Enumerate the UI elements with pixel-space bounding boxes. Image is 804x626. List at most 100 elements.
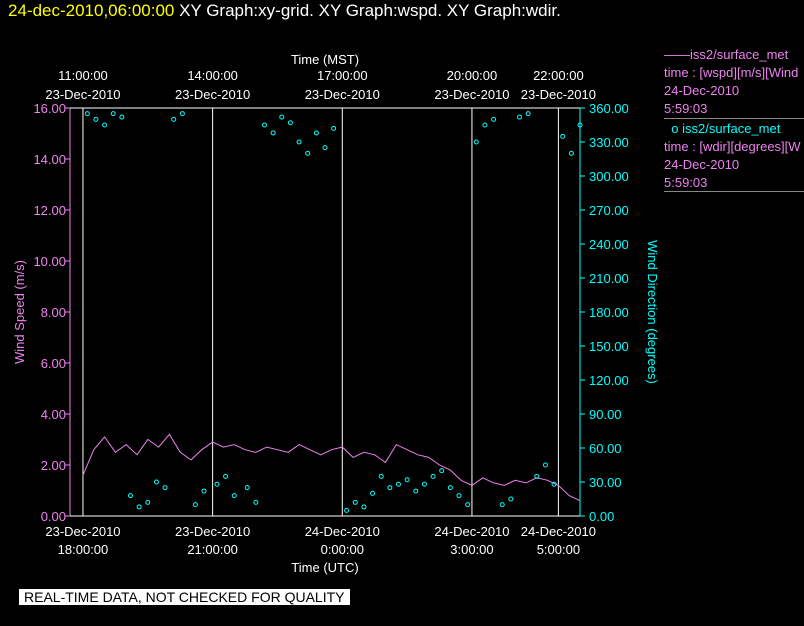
y-left-tick-0: 0.00 [41,509,66,524]
x-tick-top-time-2: 17:00:00 [317,68,368,83]
wind-dir-point-0 [84,111,90,117]
wind-dir-point-54 [568,150,574,156]
y-right-tick-2: 60.00 [589,441,622,456]
wind-dir-point-49 [525,111,531,117]
wind-dir-point-12 [192,502,198,508]
y-left-tick-3: 6.00 [41,356,66,371]
y-right-tick-0: 0.00 [589,509,614,524]
y-axis-label-right: Wind Direction (degrees) [645,240,660,384]
wind-dir-point-14 [214,481,220,487]
x-tick-top-time-1: 14:00:00 [187,68,238,83]
wind-dir-point-24 [305,150,311,156]
wind-dir-point-3 [110,111,116,117]
wind-dir-point-8 [153,479,159,485]
wind-dir-point-55 [577,122,583,128]
legend-dir-name: iss2/surface_met [682,121,781,136]
wind-dir-point-9 [162,485,168,491]
y-axis-label-left: Wind Speed (m/s) [12,260,27,364]
x-tick-top-time-0: 11:00:00 [58,68,108,83]
wind-dir-point-28 [344,507,350,513]
legend-direction: o iss2/surface_met time : [wdir][degrees… [664,120,804,192]
wind-dir-point-32 [378,473,384,479]
wind-dir-point-16 [231,493,237,499]
x-tick-top-time-4: 22:00:00 [533,68,584,83]
y-left-tick-5: 10.00 [33,254,66,269]
y-right-tick-12: 360.00 [589,101,629,116]
x-tick-bottom-time-3: 3:00:00 [450,542,493,557]
wind-dir-point-39 [439,468,445,474]
legend-speed-marker: —— [664,47,690,62]
y-right-tick-11: 330.00 [589,135,629,150]
wind-dir-point-37 [421,481,427,487]
x-tick-bottom-time-1: 21:00:00 [187,542,238,557]
wind-dir-point-22 [287,120,293,126]
wind-dir-point-2 [102,122,108,128]
wind-dir-point-11 [179,111,185,117]
y-left-tick-8: 16.00 [33,101,66,116]
wind-speed-line [82,433,581,502]
title-graphs: XY Graph:xy-grid. XY Graph:wspd. XY Grap… [179,1,561,20]
legend-speed: ——iss2/surface_met time : [wspd][m/s][Wi… [664,46,804,118]
legend-divider [664,118,804,119]
quality-notice: REAL-TIME DATA, NOT CHECKED FOR QUALITY [19,589,351,605]
legend-dir-time: 5:59:03 [664,175,708,190]
title-timestamp: 24-dec-2010,06:00:00 [8,1,175,20]
wind-dir-point-43 [473,139,479,145]
wind-dir-point-45 [491,116,497,122]
legend-speed-name: iss2/surface_met [690,47,789,62]
y-right-tick-7: 210.00 [589,271,629,286]
x-tick-bottom-date-0: 23-Dec-2010 [45,524,120,539]
y-right-tick-8: 240.00 [589,237,629,252]
wind-dir-point-46 [499,502,505,508]
wind-dir-point-5 [128,493,134,499]
wind-dir-point-44 [482,122,488,128]
chart-title: 24-dec-2010,06:00:00 XY Graph:xy-grid. X… [8,1,561,21]
wind-dir-point-29 [352,499,358,505]
wind-dir-point-31 [370,490,376,496]
y-left-tick-2: 4.00 [41,407,66,422]
y-left-tick-7: 14.00 [33,152,66,167]
wind-dir-point-18 [253,499,259,505]
y-right-tick-6: 180.00 [589,305,629,320]
x-tick-top-date-3: 23-Dec-2010 [434,87,509,102]
y-right-tick-9: 270.00 [589,203,629,218]
y-left-tick-6: 12.00 [33,203,66,218]
y-left-tick-4: 8.00 [41,305,66,320]
wind-dir-point-51 [542,462,548,468]
y-right-tick-3: 90.00 [589,407,622,422]
wind-dir-point-27 [331,125,337,131]
x-tick-bottom-time-0: 18:00:00 [58,542,109,557]
x-tick-bottom-date-4: 24-Dec-2010 [521,524,596,539]
x-tick-bottom-time-4: 5:00:00 [537,542,580,557]
x-tick-top-time-3: 20:00:00 [447,68,498,83]
y-right-tick-5: 150.00 [589,339,629,354]
x-tick-top-date-1: 23-Dec-2010 [175,87,250,102]
wind-dir-point-53 [560,133,566,139]
wind-dir-point-50 [534,473,540,479]
wind-dir-point-38 [430,473,436,479]
legend-dir-marker: o [671,121,679,136]
x-axis-label-top: Time (MST) [291,52,359,67]
x-tick-top-date-0: 23-Dec-2010 [45,87,120,102]
wind-dir-point-23 [296,139,302,145]
y-left-tick-1: 2.00 [41,458,66,473]
y-right-tick-10: 300.00 [589,169,629,184]
wind-dir-point-35 [404,477,410,483]
wind-dir-point-1 [93,116,99,122]
wind-dir-point-41 [456,493,462,499]
y-right-tick-4: 120.00 [589,373,629,388]
wind-dir-point-4 [119,114,125,120]
wind-dir-point-52 [551,481,557,487]
legend-speed-line1: time : [wspd][m/s][Wind [664,65,799,80]
wind-dir-point-10 [171,116,177,122]
y-right-tick-1: 30.00 [589,475,622,490]
wind-dir-point-20 [270,130,276,136]
wind-dir-point-7 [145,499,151,505]
wind-dir-point-40 [447,485,453,491]
x-tick-top-date-4: 23-Dec-2010 [521,87,596,102]
wind-dir-point-17 [244,485,250,491]
x-tick-bottom-date-1: 23-Dec-2010 [175,524,250,539]
wind-dir-point-42 [465,502,471,508]
wind-dir-point-36 [413,488,419,494]
